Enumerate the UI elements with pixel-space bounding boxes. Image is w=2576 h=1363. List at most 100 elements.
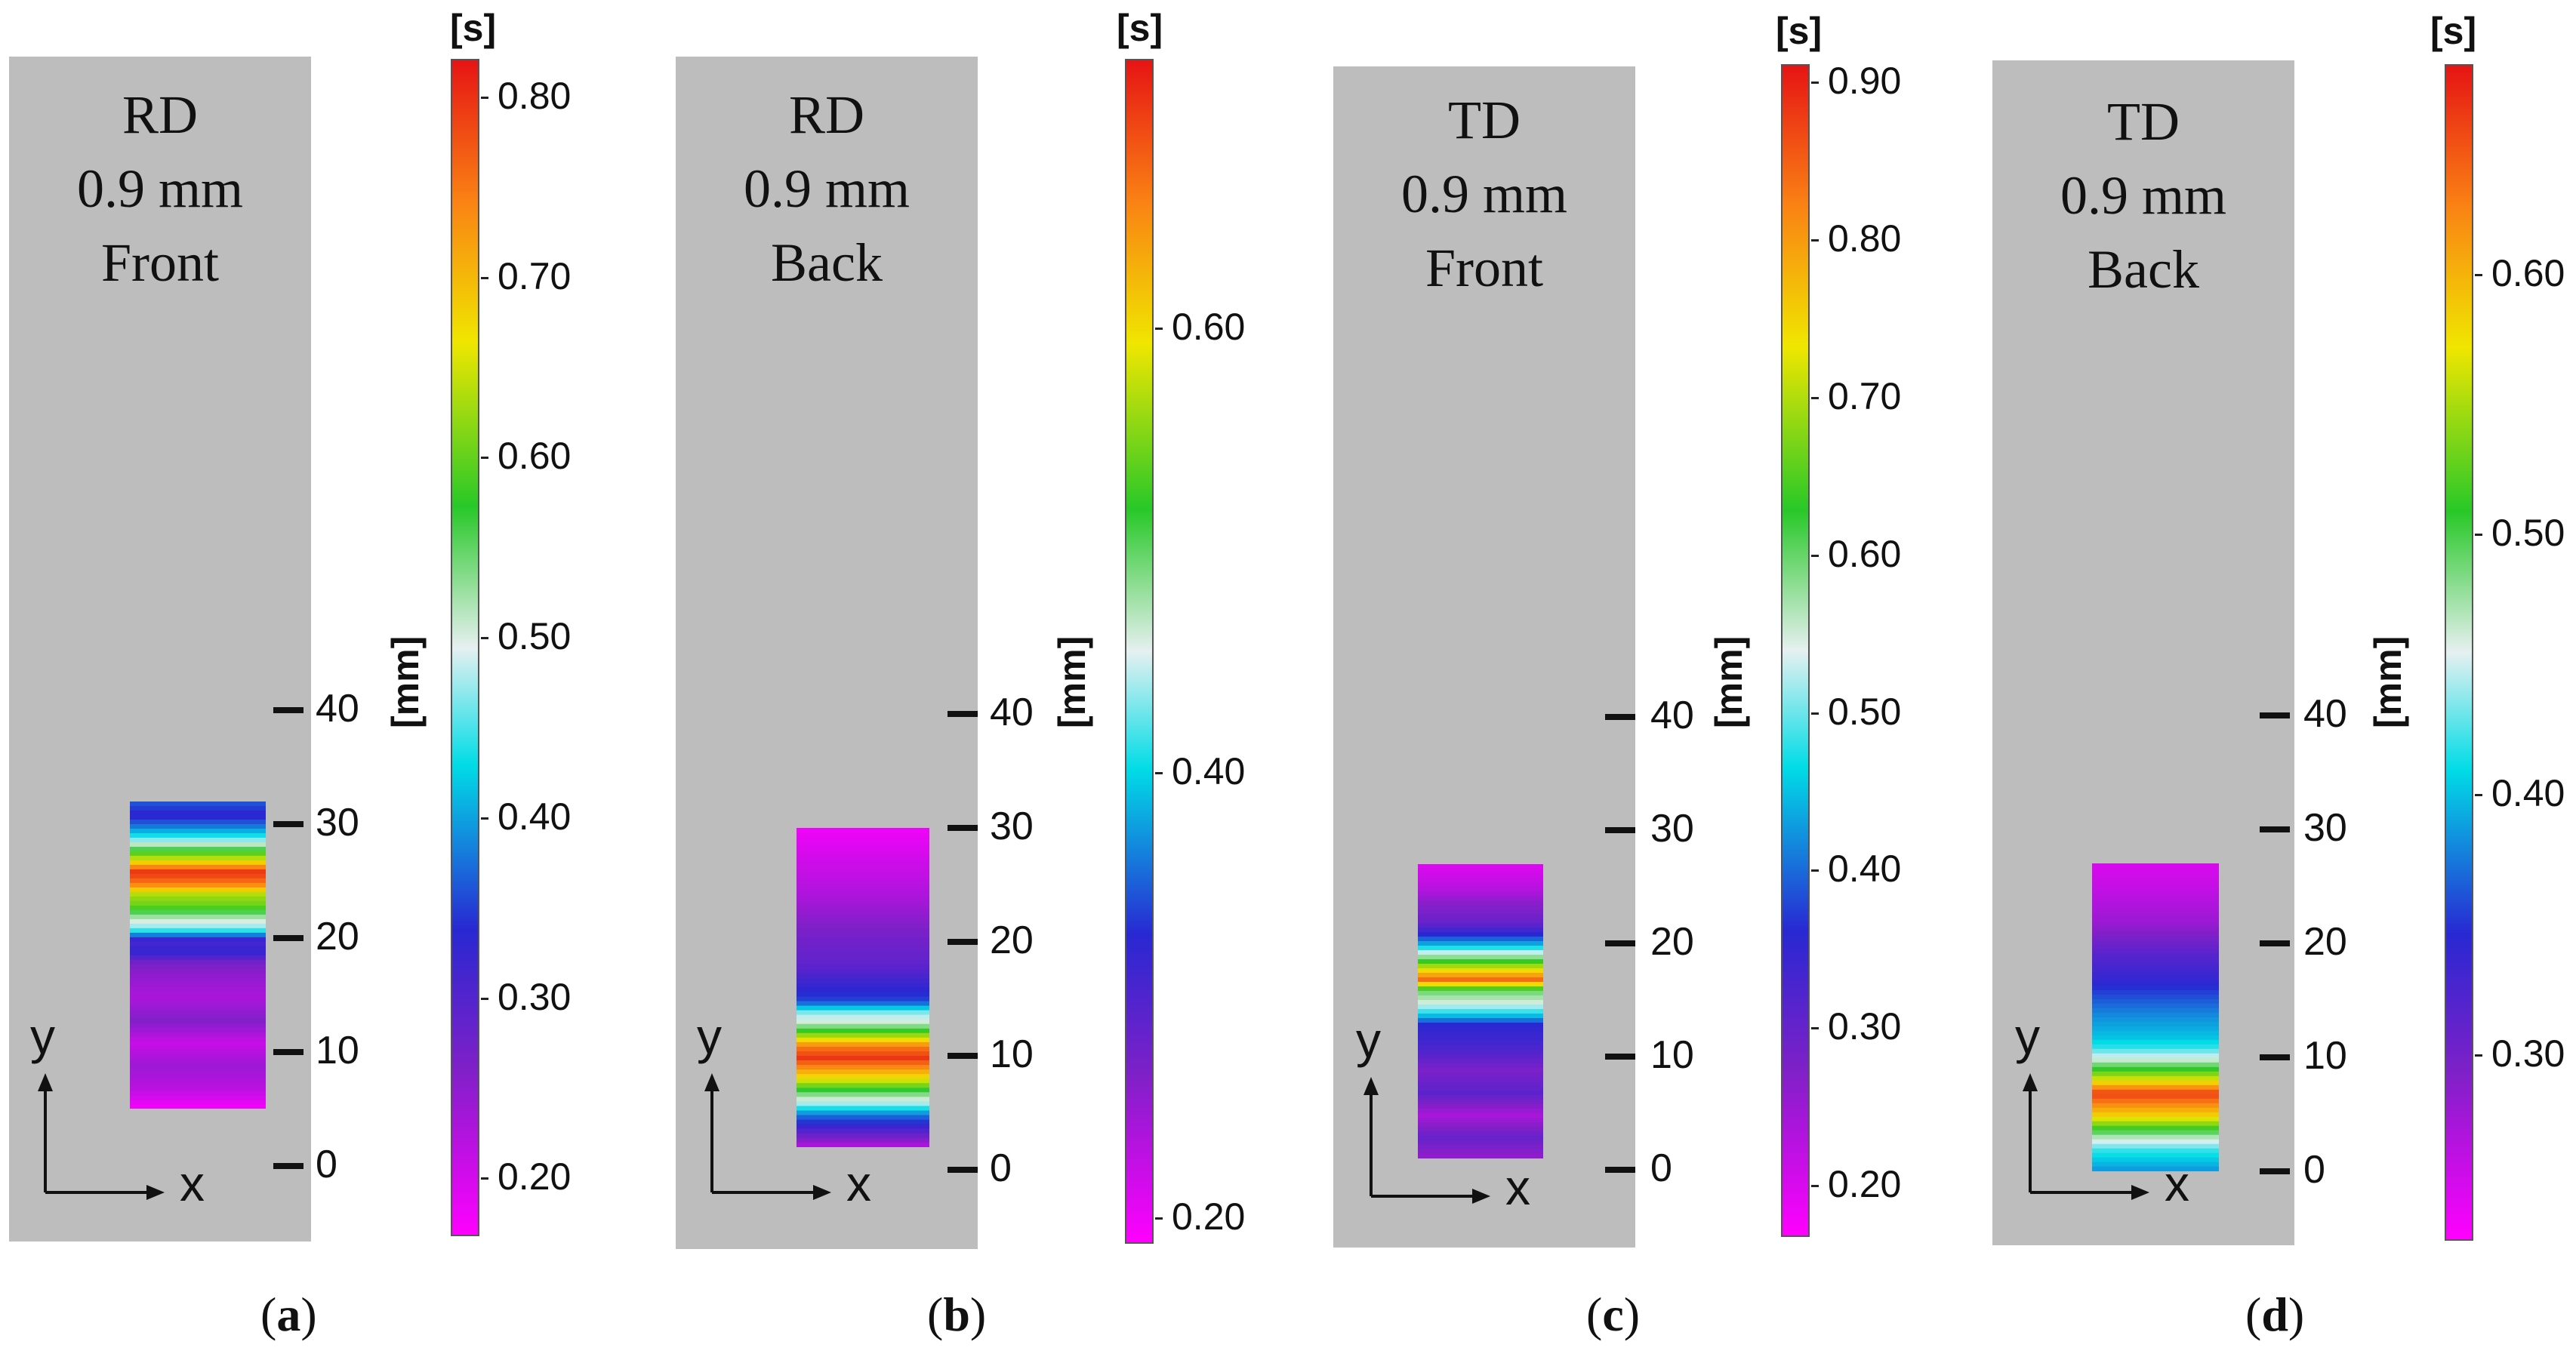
strain-band	[130, 973, 266, 979]
colorbar-tick	[481, 997, 488, 1000]
strain-band	[797, 1106, 929, 1112]
y-axis-tick	[273, 821, 304, 827]
colorbar-tick-label: 0.20	[1828, 1163, 1902, 1206]
strain-map-svg	[130, 801, 266, 1109]
colorbar-tick-label: 0.90	[1828, 59, 1902, 102]
strain-band	[130, 932, 266, 938]
strain-band	[797, 914, 929, 920]
panel-c: TD 0.9 mm Front y x 0 10 20 30 40 [mm] [s] 0…	[1288, 0, 1932, 1363]
colorbar-tick	[1155, 1217, 1163, 1220]
strain-band	[130, 805, 266, 811]
colorbar-tick	[1811, 712, 1819, 715]
strain-band	[797, 932, 929, 938]
strain-band	[2092, 1090, 2219, 1095]
strain-band	[1418, 946, 1543, 951]
strain-band	[130, 946, 266, 952]
strain-band	[2092, 927, 2219, 932]
strain-band	[2092, 945, 2219, 950]
strain-band	[2092, 1125, 2219, 1131]
strain-band	[130, 923, 266, 929]
strain-band	[1418, 959, 1543, 965]
sample-area: TD 0.9 mm Back	[1992, 60, 2294, 1245]
strain-band	[797, 1069, 929, 1075]
strain-band	[797, 864, 929, 870]
strain-band	[130, 1018, 266, 1024]
strain-band	[1418, 964, 1543, 969]
strain-band	[130, 869, 266, 875]
strain-band	[130, 896, 266, 902]
strain-band	[797, 873, 929, 879]
strain-band	[130, 950, 266, 956]
thickness-label: 0.9 mm	[743, 158, 910, 219]
strain-band	[130, 905, 266, 911]
strain-band	[797, 851, 929, 856]
colorbar-tick-label: 0.20	[1172, 1195, 1246, 1238]
strain-band	[130, 928, 266, 934]
strain-band	[797, 1133, 929, 1139]
sample-area: RD 0.9 mm Front	[9, 57, 311, 1241]
strain-band	[1418, 1091, 1543, 1096]
strain-band	[130, 937, 266, 943]
colorbar-tick-label: 0.60	[498, 435, 572, 478]
colorbar	[1125, 59, 1154, 1244]
colorbar-tick-label: 0.40	[1172, 750, 1246, 793]
strain-band	[1418, 1145, 1543, 1150]
orientation-label: RD	[788, 85, 865, 145]
strain-band	[797, 1041, 929, 1048]
strain-band	[130, 814, 266, 820]
strain-band	[1418, 928, 1543, 933]
specimen-strain-map	[2092, 863, 2219, 1171]
strain-band	[797, 1037, 929, 1043]
colorbar-tick	[481, 637, 488, 640]
caption-letter: d	[2261, 1288, 2288, 1341]
y-axis-tick-label: 10	[316, 1029, 359, 1072]
strain-band	[2092, 1117, 2219, 1122]
y-axis-tick-label: 30	[316, 801, 359, 845]
strain-band	[2092, 963, 2219, 968]
orientation-label: RD	[122, 85, 199, 145]
strain-map-svg	[1418, 864, 1543, 1158]
strain-band	[130, 864, 266, 870]
colorbar	[1781, 64, 1810, 1237]
strain-band	[2092, 981, 2219, 986]
strain-band	[2092, 881, 2219, 888]
strain-band	[130, 991, 266, 997]
strain-band	[2092, 1013, 2219, 1018]
y-axis-arrow-label: y	[2015, 1008, 2040, 1064]
strain-band	[2092, 1134, 2219, 1140]
strain-map-svg	[797, 828, 929, 1147]
y-axis-tick	[1605, 827, 1635, 833]
strain-band	[797, 900, 929, 906]
strain-band	[797, 832, 929, 838]
strain-band	[130, 1086, 266, 1092]
axis-arrows	[704, 1073, 831, 1200]
colorbar-tick-label: 0.60	[1172, 305, 1246, 348]
strain-band	[2092, 1026, 2219, 1032]
strain-band	[797, 978, 929, 984]
strain-band	[2092, 1152, 2219, 1158]
strain-band	[2092, 922, 2219, 928]
strain-band	[1418, 887, 1543, 892]
panel-b: RD 0.9 mm Back y x 0 10 20 30 40 [mm] [s] 0.…	[644, 0, 1288, 1363]
strain-band	[797, 887, 929, 893]
strain-band	[2092, 1008, 2219, 1014]
strain-band	[1418, 1131, 1543, 1137]
strain-band	[2092, 913, 2219, 919]
strain-band	[797, 905, 929, 911]
y-axis-tick	[1605, 1167, 1635, 1173]
strain-band	[1418, 950, 1543, 955]
strain-band	[1418, 1059, 1543, 1064]
colorbar-tick-label: 0.50	[1828, 690, 1902, 733]
axis-arrows	[2023, 1073, 2149, 1200]
strain-band	[2092, 1045, 2219, 1050]
colorbar-unit-label: [s]	[2430, 10, 2477, 52]
strain-band	[1418, 1018, 1543, 1023]
strain-band	[797, 983, 929, 989]
strain-band	[2092, 1085, 2219, 1091]
strain-band	[797, 1097, 929, 1103]
colorbar-tick	[1811, 869, 1819, 872]
strain-band	[1418, 1095, 1543, 1100]
strain-band	[797, 909, 929, 915]
strain-band	[1418, 873, 1543, 878]
strain-band	[2092, 918, 2219, 923]
